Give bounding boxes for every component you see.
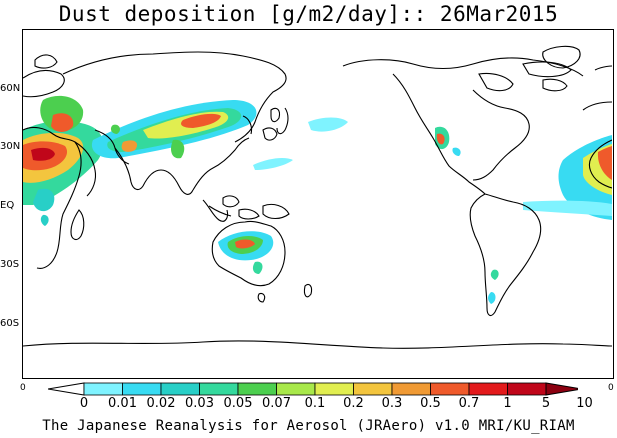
colorbar-tick-label: 0	[79, 396, 89, 411]
lat-label-30n: 30N	[0, 141, 21, 152]
colorbar-tick-label: 0.5	[420, 396, 441, 411]
colorbar-labels: 0 0.01 0.02 0.03 0.05 0.07 0.1 0.2 0.3 0.5 0.7 1 5 10	[0, 396, 617, 414]
colorbar-segment	[160, 382, 200, 396]
lat-label-60s: 60S	[0, 318, 20, 329]
colorbar-segment	[199, 382, 239, 396]
colorbar-left-arrow	[48, 382, 85, 396]
colorbar-segment	[83, 382, 123, 396]
lat-label-eq: EQ	[0, 200, 15, 211]
colorbar-tick-label: 0.05	[223, 396, 253, 411]
colorbar-tick-label: 0.03	[185, 396, 214, 411]
colorbar-segment	[391, 382, 431, 396]
colorbar	[48, 382, 578, 396]
colorbar-segment	[276, 382, 316, 396]
map-canvas	[23, 45, 612, 349]
lat-label-60n: 60N	[0, 83, 21, 94]
dust-plumes	[23, 95, 612, 304]
colorbar-right-arrow	[545, 382, 578, 396]
credit-line: The Japanese Reanalysis for Aerosol (JRA…	[42, 418, 575, 434]
colorbar-tick-label: 1	[503, 396, 512, 411]
colorbar-segment	[430, 382, 470, 396]
dust-map	[22, 29, 614, 379]
lat-label-30s: 30S	[0, 259, 20, 270]
colorbar-tick-label: 0.02	[146, 396, 176, 411]
colorbar-segment	[353, 382, 393, 396]
edge-label-left: 0	[20, 383, 26, 393]
colorbar-tick-label: 0.01	[108, 396, 137, 411]
edge-label-right: 0	[608, 383, 614, 393]
map-title: Dust deposition [g/m2/day]:: 26Mar2015	[58, 2, 559, 26]
colorbar-segment	[122, 382, 162, 396]
colorbar-tick-label: 0.7	[458, 396, 480, 411]
colorbar-tick-label: 5	[541, 396, 551, 411]
colorbar-segment	[314, 382, 354, 396]
colorbar-tick-label: 0.2	[343, 396, 364, 411]
colorbar-tick-label: 0.3	[381, 396, 403, 411]
colorbar-segment	[507, 382, 547, 396]
coastlines	[23, 45, 612, 349]
colorbar-segment	[237, 382, 277, 396]
colorbar-tick-label: 10	[576, 396, 593, 411]
colorbar-segment	[468, 382, 508, 396]
colorbar-tick-label: 0.1	[304, 396, 326, 411]
colorbar-tick-label: 0.07	[262, 396, 291, 411]
